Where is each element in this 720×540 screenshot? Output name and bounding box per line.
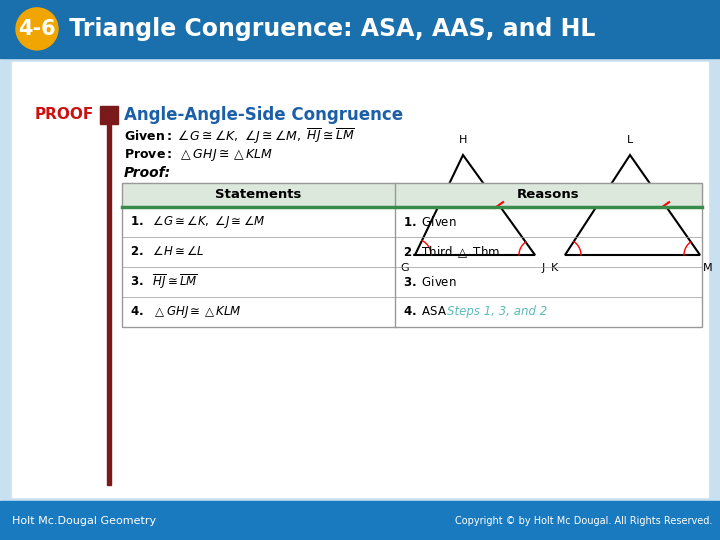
Text: $\mathbf{Given:}\ \angle G \cong \angle K,\ \angle J \cong \angle M,\ \overline{: $\mathbf{Given:}\ \angle G \cong \angle … — [124, 127, 355, 146]
Text: Steps 1, 3, and 2: Steps 1, 3, and 2 — [446, 305, 547, 318]
Text: $\mathbf{3.}$ Given: $\mathbf{3.}$ Given — [402, 275, 456, 289]
Text: $\mathbf{2.}$ Third $\triangle$ Thm.: $\mathbf{2.}$ Third $\triangle$ Thm. — [402, 244, 503, 260]
Bar — [0, 0, 720, 58]
Bar — [100, 106, 118, 124]
Bar — [0, 501, 720, 540]
Text: PROOF: PROOF — [35, 107, 94, 122]
Text: Angle-Angle-Side Congruence: Angle-Angle-Side Congruence — [124, 106, 403, 124]
Text: Triangle Congruence: ASA, AAS, and HL: Triangle Congruence: ASA, AAS, and HL — [61, 17, 595, 41]
Text: $\mathbf{3.}\ \ \overline{HJ} \cong \overline{LM}$: $\mathbf{3.}\ \ \overline{HJ} \cong \ove… — [130, 273, 198, 291]
Text: Copyright © by Holt Mc Dougal. All Rights Reserved.: Copyright © by Holt Mc Dougal. All Right… — [454, 516, 712, 525]
Circle shape — [16, 8, 58, 50]
Bar — [107, 124, 111, 485]
Text: M: M — [703, 263, 713, 273]
Bar — [12, 62, 708, 497]
Text: Holt Mc.Dougal Geometry: Holt Mc.Dougal Geometry — [12, 516, 156, 525]
Text: $\mathbf{1.}$ Given: $\mathbf{1.}$ Given — [402, 215, 456, 229]
Bar — [122, 183, 702, 207]
Text: $\mathbf{4.}$ ASA: $\mathbf{4.}$ ASA — [402, 305, 446, 318]
Text: Statements: Statements — [215, 188, 302, 201]
Text: $\mathbf{2.}\ \ \angle H \cong \angle L$: $\mathbf{2.}\ \ \angle H \cong \angle L$ — [130, 245, 204, 258]
Text: Proof:: Proof: — [124, 166, 171, 180]
Bar — [122, 183, 702, 327]
Text: $\mathbf{4.}\ \ \triangle GHJ \cong \triangle KLM$: $\mathbf{4.}\ \ \triangle GHJ \cong \tri… — [130, 304, 242, 320]
Text: $\mathbf{Prove:}\ \triangle GHJ \cong \triangle KLM$: $\mathbf{Prove:}\ \triangle GHJ \cong \t… — [124, 147, 273, 163]
Text: J: J — [541, 263, 544, 273]
Text: $\mathbf{1.}\ \ \angle G \cong \angle K,\ \angle J \cong \angle M$: $\mathbf{1.}\ \ \angle G \cong \angle K,… — [130, 214, 266, 230]
Text: 4-6: 4-6 — [18, 19, 56, 39]
Text: K: K — [552, 263, 559, 273]
Text: L: L — [627, 135, 633, 145]
Text: G: G — [401, 263, 409, 273]
Text: Reasons: Reasons — [517, 188, 580, 201]
Text: H: H — [459, 135, 467, 145]
